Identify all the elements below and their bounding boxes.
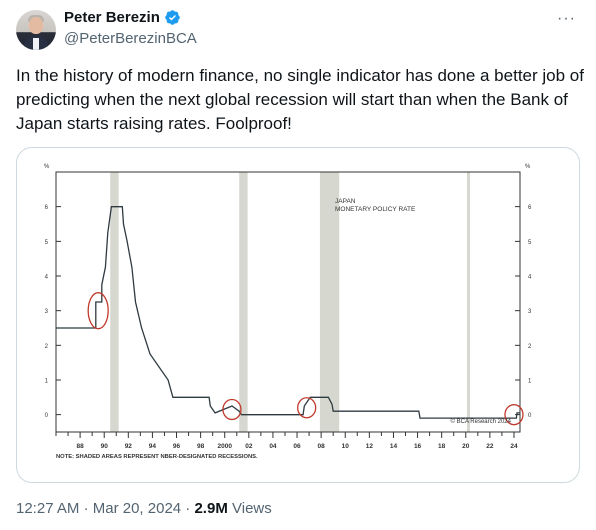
y-tick-label-left-2: 2 — [45, 344, 49, 350]
y-tick-label-right-4: 4 — [528, 275, 532, 281]
y-tick-label-right-5: 5 — [528, 240, 532, 246]
y-tick-label-right-2: 2 — [528, 344, 532, 350]
more-options-icon[interactable]: ··· — [557, 10, 576, 27]
avatar-face — [29, 17, 43, 34]
views-label: Views — [232, 500, 272, 517]
x-tick-label-04: 04 — [269, 443, 277, 450]
y-tick-label-left-1: 1 — [45, 379, 49, 385]
chart-source: © BCA Research 2024 — [451, 418, 512, 425]
plot-frame — [55, 171, 521, 433]
views-count: 2.9M — [194, 500, 228, 517]
x-tick-label-14: 14 — [390, 443, 398, 450]
recession-band-1 — [239, 172, 248, 432]
x-tick-label-12: 12 — [366, 443, 374, 450]
y-unit-right: % — [525, 164, 531, 170]
y-tick-label-left-0: 0 — [45, 413, 49, 419]
x-tick-label-92: 92 — [125, 443, 133, 450]
x-tick-label-02: 02 — [245, 443, 253, 450]
chart-note: NOTE: SHADED AREAS REPRESENT NBER-DESIGN… — [56, 454, 258, 460]
y-tick-label-right-6: 6 — [528, 205, 532, 211]
highlight-circle-1 — [222, 398, 242, 421]
tweet-date[interactable]: Mar 20, 2024 — [92, 500, 182, 517]
highlight-circle-2 — [297, 397, 317, 419]
recession-band-0 — [110, 172, 119, 432]
avatar[interactable] — [16, 10, 56, 50]
x-tick-label-18: 18 — [438, 443, 446, 450]
y-tick-label-left-5: 5 — [45, 240, 49, 246]
y-tick-label-left-3: 3 — [45, 309, 49, 315]
meta-separator: · — [83, 500, 89, 517]
x-tick-label-08: 08 — [318, 443, 326, 450]
x-tick-label-06: 06 — [293, 443, 301, 450]
y-unit-left: % — [44, 164, 50, 170]
name-row: Peter Berezin — [64, 9, 181, 26]
recession-band-2 — [319, 172, 340, 432]
x-tick-label-90: 90 — [101, 443, 109, 450]
x-tick-label-88: 88 — [76, 443, 84, 450]
recession-band-3 — [466, 172, 470, 432]
x-tick-label-22: 22 — [486, 443, 494, 450]
x-tick-label-10: 10 — [342, 443, 350, 450]
x-tick-label-20: 20 — [462, 443, 470, 450]
chart-title-line-0: JAPAN — [335, 198, 356, 205]
y-tick-label-left-6: 6 — [45, 205, 49, 211]
y-tick-label-right-3: 3 — [528, 309, 532, 315]
display-name[interactable]: Peter Berezin — [64, 9, 160, 26]
x-tick-label-24: 24 — [510, 443, 518, 450]
avatar-shirt — [33, 38, 39, 50]
y-tick-label-right-0: 0 — [528, 413, 532, 419]
policy-rate-line — [56, 206, 520, 419]
meta-separator-2: · — [185, 500, 191, 517]
tweet-text: In the history of modern finance, no sin… — [16, 66, 584, 133]
tweet-media-chart[interactable]: 0 0 1 1 2 2 3 3 4 4 5 5 6 6%% 88 90 92 94 96 98 2000 02 04 06 08… — [16, 147, 580, 483]
user-handle[interactable]: @PeterBerezinBCA — [64, 30, 197, 47]
x-tick-label-2000: 2000 — [217, 443, 232, 450]
tweet-time[interactable]: 12:27 AM — [16, 500, 80, 517]
y-tick-label-left-4: 4 — [45, 275, 49, 281]
y-tick-label-right-1: 1 — [528, 379, 532, 385]
policy-rate-chart: 0 01 12 23 34 45 56 6% %88 90 92 94 96 98 2000 02 04 06 08… — [44, 164, 532, 460]
tweet-meta: 12:27 AM · Mar 20, 2024 · 2.9M Views — [16, 500, 272, 517]
x-tick-label-94: 94 — [149, 443, 157, 450]
chart-title-line-1: MONETARY POLICY RATE — [335, 206, 416, 213]
x-tick-label-96: 96 — [173, 443, 181, 450]
x-tick-label-98: 98 — [197, 443, 205, 450]
highlight-circle-0 — [87, 292, 109, 330]
tweet-header: Peter Berezin @PeterBerezinBCA ··· — [16, 8, 580, 52]
verified-badge-icon — [165, 10, 180, 25]
highlight-circle-3 — [504, 404, 524, 426]
x-tick-label-16: 16 — [414, 443, 422, 450]
